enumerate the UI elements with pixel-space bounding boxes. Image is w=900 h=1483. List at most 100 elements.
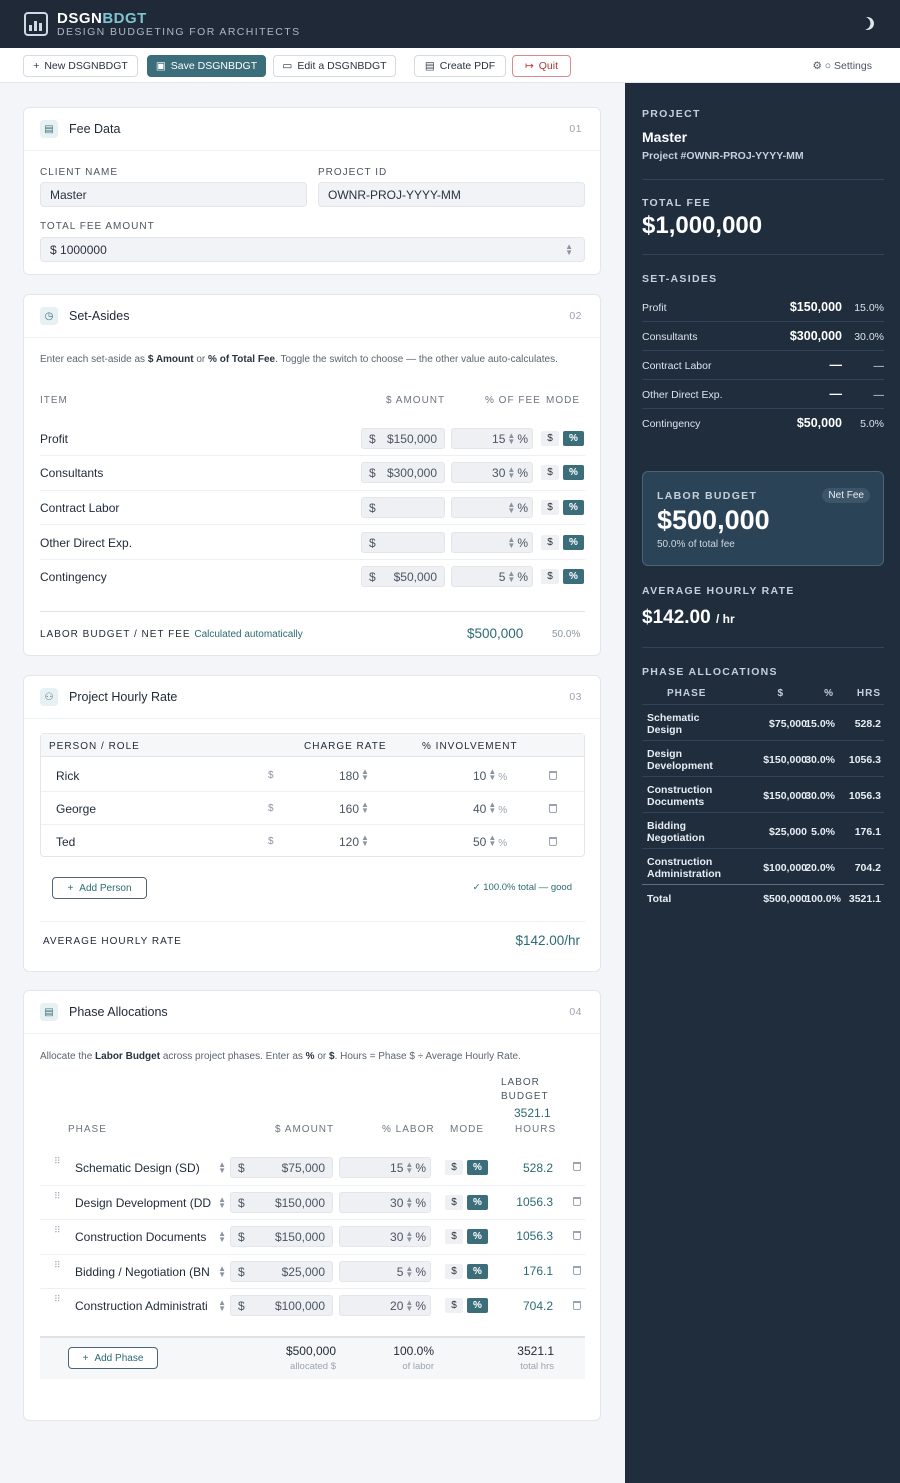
amount-input[interactable]: $ $75,000 — [230, 1157, 333, 1178]
create-pdf-button[interactable]: ▤ Create PDF — [414, 55, 506, 77]
col-labor: % LABOR — [382, 1124, 435, 1135]
folder-icon: ▭ — [282, 60, 293, 72]
person-name-input[interactable]: Rick — [56, 769, 80, 783]
drag-handle-icon[interactable]: ⠿ — [54, 1260, 61, 1270]
amount-input[interactable]: $ $25,000 — [230, 1261, 333, 1282]
mode-dollar-toggle[interactable]: $ — [445, 1298, 463, 1313]
drag-handle-icon[interactable]: ⠿ — [54, 1225, 61, 1235]
amount-input[interactable]: $ $150,000 — [361, 428, 445, 449]
mode-percent-toggle[interactable]: % — [563, 535, 584, 550]
trash-icon[interactable] — [549, 804, 557, 813]
add-phase-button[interactable]: + Add Phase — [68, 1347, 158, 1369]
mode-dollar-toggle[interactable]: $ — [445, 1229, 463, 1244]
phase-select[interactable]: Schematic Design (SD) ▲ ▼ — [75, 1159, 226, 1175]
stepper-icon[interactable]: ▲ ▼ — [565, 241, 573, 257]
total-fee-label: TOTAL FEE — [642, 197, 711, 209]
pct-input[interactable]: 5 ▲ ▼% — [339, 1261, 431, 1282]
mode-percent-toggle[interactable]: % — [467, 1264, 488, 1279]
drag-handle-icon[interactable]: ⠿ — [54, 1156, 61, 1166]
involvement-input[interactable]: 10 ▲ ▼% — [473, 767, 508, 784]
project-id-input[interactable]: OWNR-PROJ-YYYY-MM — [318, 182, 585, 207]
trash-icon[interactable] — [573, 1301, 581, 1310]
new-button[interactable]: + New DSGNBDGT — [23, 55, 138, 77]
mode-percent-toggle[interactable]: % — [563, 465, 584, 480]
mode-percent-toggle[interactable]: % — [563, 569, 584, 584]
rate-input[interactable]: 180 ▲ ▼ — [339, 767, 369, 784]
mode-dollar-toggle[interactable]: $ — [541, 535, 559, 550]
mode-dollar-toggle[interactable]: $ — [541, 431, 559, 446]
phase-select[interactable]: Design Development (DD ▲ ▼ — [75, 1194, 226, 1210]
moon-icon[interactable] — [859, 15, 877, 33]
pct-input[interactable]: 20 ▲ ▼% — [339, 1295, 431, 1316]
trash-icon[interactable] — [549, 837, 557, 846]
gear-icon: ⚙ ○ — [812, 60, 835, 72]
drag-handle-icon[interactable]: ⠿ — [54, 1191, 61, 1201]
client-name-input[interactable]: Master — [40, 182, 307, 207]
pct-input[interactable]: 30 ▲ ▼% — [451, 462, 533, 483]
labor-budget-value: $500,000 — [467, 626, 524, 641]
mode-percent-toggle[interactable]: % — [467, 1229, 488, 1244]
person-name-input[interactable]: George — [56, 802, 97, 816]
mode-dollar-toggle[interactable]: $ — [445, 1160, 463, 1175]
avg-rate-label: AVERAGE HOURLY RATE — [642, 585, 795, 597]
card-title: Fee Data — [69, 122, 121, 136]
total-fee-value: $1,000,000 — [642, 212, 763, 239]
amount-input[interactable]: $ $150,000 — [230, 1192, 333, 1213]
drag-handle-icon[interactable]: ⠿ — [54, 1294, 61, 1304]
mode-percent-toggle[interactable]: % — [467, 1298, 488, 1313]
pct-input[interactable]: 30 ▲ ▼% — [339, 1226, 431, 1247]
rate-input[interactable]: 120 ▲ ▼ — [339, 833, 369, 850]
mode-dollar-toggle[interactable]: $ — [445, 1195, 463, 1210]
pct-input[interactable]: ▲ ▼% — [451, 497, 533, 518]
mode-dollar-toggle[interactable]: $ — [541, 569, 559, 584]
amount-input[interactable]: $ — [361, 497, 445, 518]
amount-input[interactable]: $ $300,000 — [361, 462, 445, 483]
plus-icon: + — [67, 882, 74, 894]
mode-percent-toggle[interactable]: % — [467, 1195, 488, 1210]
col-amount: $ AMOUNT — [275, 1124, 335, 1135]
rate-input[interactable]: 160 ▲ ▼ — [339, 800, 369, 817]
pct-input[interactable]: 15 ▲ ▼% — [339, 1157, 431, 1178]
phase-select[interactable]: Bidding / Negotiation (BN ▲ ▼ — [75, 1263, 226, 1279]
mode-percent-toggle[interactable]: % — [467, 1160, 488, 1175]
quit-button[interactable]: ↦ Quit — [512, 55, 571, 77]
phase-select[interactable]: Construction Administrati ▲ ▼ — [75, 1297, 226, 1313]
trash-icon[interactable] — [573, 1162, 581, 1171]
toolbar: + New DSGNBDGT ▣ Save DSGNBDGT ▭ Edit a DSG… — [0, 48, 900, 83]
pct-input[interactable]: 5 ▲ ▼% — [451, 566, 533, 587]
save-button[interactable]: ▣ Save DSGNBDGT — [147, 55, 266, 77]
mode-percent-toggle[interactable]: % — [563, 500, 584, 515]
trash-icon[interactable] — [549, 771, 557, 780]
sidebar-set-row: Contingency $50,000 5.0% — [642, 416, 884, 430]
trash-icon[interactable] — [573, 1197, 581, 1206]
sum-hours: 3521.1 — [517, 1344, 554, 1358]
amount-input[interactable]: $ $50,000 — [361, 566, 445, 587]
involvement-input[interactable]: 50 ▲ ▼% — [473, 833, 508, 850]
edit-button[interactable]: ▭ Edit a DSGNBDGT — [273, 55, 396, 77]
phase-select[interactable]: Construction Documents ▲ ▼ — [75, 1228, 226, 1244]
pct-input[interactable]: 15 ▲ ▼% — [451, 428, 533, 449]
settings-button[interactable]: ⚙ ○ Settings — [812, 60, 872, 72]
mode-dollar-toggle[interactable]: $ — [541, 500, 559, 515]
mode-dollar-toggle[interactable]: $ — [445, 1264, 463, 1279]
amount-input[interactable]: $ $100,000 — [230, 1295, 333, 1316]
add-person-button[interactable]: + Add Person — [52, 877, 147, 899]
hours-total-top: 3521.1 — [514, 1106, 551, 1120]
project-label: PROJECT — [642, 108, 701, 120]
mode-percent-toggle[interactable]: % — [563, 431, 584, 446]
pct-input[interactable]: ▲ ▼% — [451, 532, 533, 553]
set-asides-label: SET-ASIDES — [642, 273, 718, 285]
amount-input[interactable]: $ $150,000 — [230, 1226, 333, 1247]
person-name-input[interactable]: Ted — [56, 835, 76, 849]
trash-icon[interactable] — [573, 1266, 581, 1275]
involvement-input[interactable]: 40 ▲ ▼% — [473, 800, 508, 817]
amount-input[interactable]: $ — [361, 532, 445, 553]
total-fee-input[interactable]: $ 1000000 ▲ ▼ — [40, 237, 585, 262]
avg-rate-value: $142.00 / hr — [642, 607, 735, 628]
mode-dollar-toggle[interactable]: $ — [541, 465, 559, 480]
card-number: 03 — [569, 691, 582, 703]
trash-icon[interactable] — [573, 1231, 581, 1240]
labor-budget-pct: 50.0% — [552, 629, 581, 640]
pct-input[interactable]: 30 ▲ ▼% — [339, 1192, 431, 1213]
col-rate: CHARGE RATE — [304, 741, 387, 752]
